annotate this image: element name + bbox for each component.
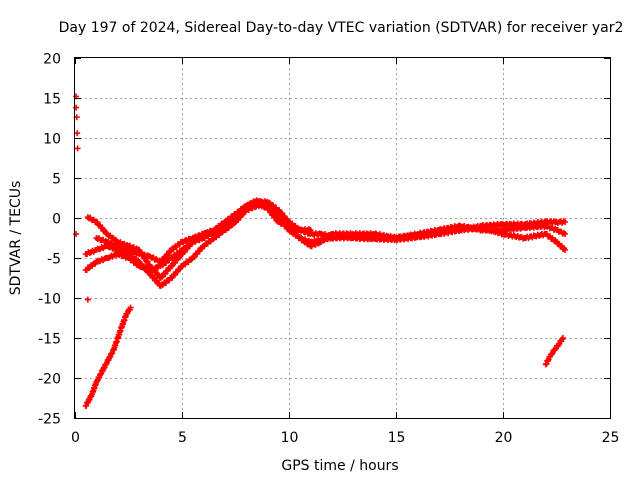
data-point [307,227,314,233]
x-tick-label: 20 [495,430,513,446]
series-group [542,335,566,368]
grid-layer [75,58,610,418]
y-tick-label: -20 [38,372,61,388]
plot-frame [74,57,611,419]
y-tick-label: -5 [47,252,61,268]
data-point [73,231,80,237]
data-point [127,304,134,311]
data-point [562,247,569,253]
y-tick-label: 10 [43,132,61,148]
data-point [562,231,569,237]
y-tick-label: 5 [52,172,61,188]
y-tick-label: -10 [38,292,61,308]
data-point [74,145,81,152]
y-tick-label: 0 [52,212,61,228]
data-point [176,266,183,273]
data-point [84,296,91,303]
y-tick-label: 15 [43,92,61,108]
y-tick-label: -25 [38,412,61,428]
axis-layer: 0 5 10 15 20 25 -25 -20 -15 -10 -5 0 5 10 15 20 [38,52,619,447]
data-point [74,130,81,137]
series-group [93,200,314,265]
x-tick-label: 10 [281,430,299,446]
x-tick-label: 5 [178,430,187,446]
x-tick-label: 0 [71,430,80,446]
data-point [562,219,569,225]
series-group [73,93,91,303]
x-tick-label: 25 [602,430,620,446]
data-points-layer [73,93,569,409]
x-tick-label: 15 [388,430,406,446]
y-tick-label: -15 [38,332,61,348]
data-point [559,335,566,341]
y-tick-label: 20 [43,52,61,68]
x-axis-label: GPS time / hours [281,458,398,474]
data-point [73,104,80,111]
chart-title: Day 197 of 2024, Sidereal Day-to-day VTE… [59,20,624,36]
y-axis-label: SDTVAR / TECUs [8,181,24,296]
series-group [82,304,134,409]
